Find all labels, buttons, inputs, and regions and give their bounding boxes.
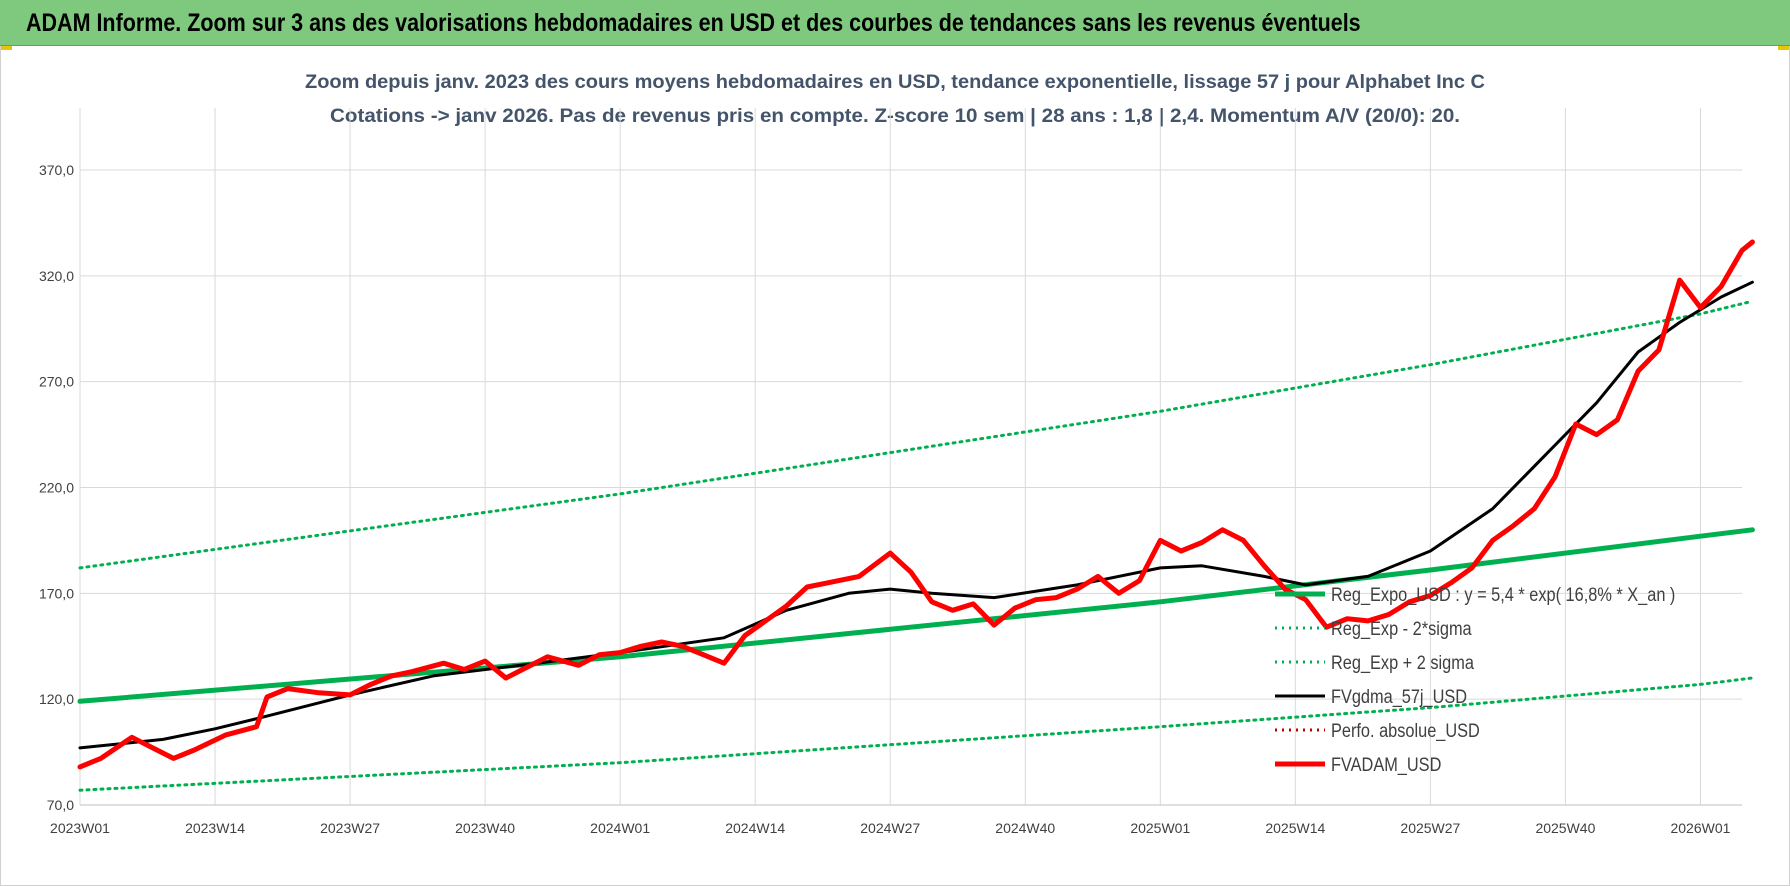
x-tick-label: 2024W14: [725, 820, 785, 836]
lower-band-line: [78, 676, 1754, 792]
corner-mark-right: [1778, 46, 1790, 50]
legend-label: Perfo. absolue_USD: [1331, 720, 1480, 743]
x-tick-label: 2025W27: [1400, 820, 1460, 836]
y-tick-label: 70,0: [47, 797, 74, 813]
trend-line: [77, 527, 1755, 704]
x-tick-label: 2023W14: [185, 820, 245, 836]
y-axis: 70,0 120,0 170,0 220,0 270,0 320,0 370,0: [39, 162, 74, 813]
y-tick-label: 270,0: [39, 374, 74, 390]
x-tick-label: 2025W40: [1535, 820, 1595, 836]
x-tick-label: 2024W01: [590, 820, 650, 836]
legend-label: Reg_Exp - 2*sigma: [1331, 618, 1472, 641]
x-tick-label: 2024W27: [860, 820, 920, 836]
chart-title-line-2: Cotations -> janv 2026. Pas de revenus p…: [330, 106, 1460, 127]
y-tick-label: 320,0: [39, 268, 74, 284]
y-tick-label: 120,0: [39, 691, 74, 707]
x-tick-label: 2023W40: [455, 820, 515, 836]
upper-band-line: [78, 299, 1754, 570]
grid-lines: [79, 108, 1742, 806]
x-tick-label: 2025W01: [1130, 820, 1190, 836]
y-tick-label: 220,0: [39, 480, 74, 496]
banner-title: ADAM Informe. Zoom sur 3 ans des valoris…: [26, 9, 1361, 37]
x-axis: 2023W01 2023W14 2023W27 2023W40 2024W01 2024W…: [50, 804, 1742, 836]
chart-title-line-1: Zoom depuis janv. 2023 des cours moyens …: [305, 72, 1485, 93]
price-line: [77, 239, 1755, 770]
header-banner: ADAM Informe. Zoom sur 3 ans des valoris…: [0, 0, 1790, 46]
y-tick-label: 370,0: [39, 162, 74, 178]
x-tick-label: 2023W01: [50, 820, 110, 836]
x-tick-label: 2023W27: [320, 820, 380, 836]
legend-label: FVADAM_USD: [1331, 754, 1441, 777]
corner-mark-left: [0, 46, 12, 50]
series-group: [77, 239, 1755, 792]
legend: Reg_Expo_USD : y = 5,4 * exp( 16,8% * X_…: [1275, 584, 1675, 777]
legend-label: Reg_Exp + 2 sigma: [1331, 652, 1474, 675]
x-tick-label: 2024W40: [995, 820, 1055, 836]
legend-label: Reg_Expo_USD : y = 5,4 * exp( 16,8% * X_…: [1331, 584, 1675, 607]
x-tick-label: 2025W14: [1265, 820, 1325, 836]
legend-label: FVgdma_57j_USD: [1331, 686, 1467, 709]
y-tick-label: 170,0: [39, 585, 74, 601]
x-tick-label: 2026W01: [1670, 820, 1730, 836]
